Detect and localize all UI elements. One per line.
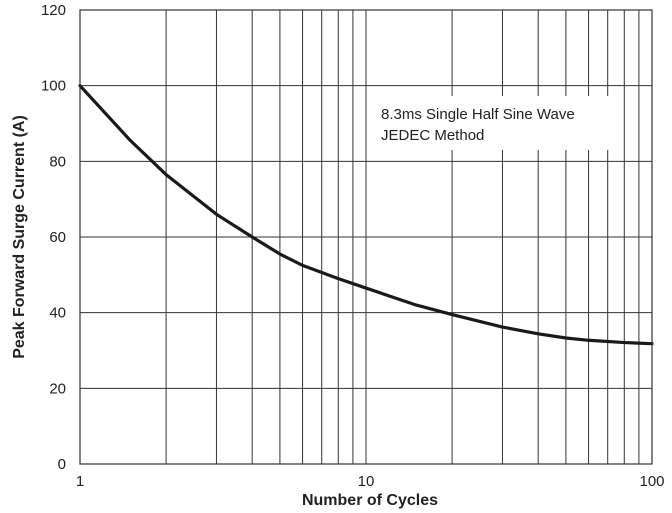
annotation: 8.3ms Single Half Sine Wave JEDEC Method bbox=[381, 106, 575, 144]
series-curve bbox=[78, 84, 654, 346]
x-tick-label-1: 1 bbox=[76, 473, 84, 490]
y-tick-label-40: 40 bbox=[49, 305, 66, 322]
series-line-0 bbox=[78, 84, 654, 346]
y-tick-label-60: 60 bbox=[49, 229, 66, 246]
x-tick-label-10: 10 bbox=[358, 473, 375, 490]
annotation-line-2: JEDEC Method bbox=[381, 127, 484, 144]
plot-border bbox=[79, 9, 653, 465]
y-tick-label-20: 20 bbox=[49, 380, 66, 397]
y-tick-label-100: 100 bbox=[41, 78, 66, 95]
annotation-line-1: 8.3ms Single Half Sine Wave bbox=[381, 106, 575, 123]
y-tick-label-80: 80 bbox=[49, 153, 66, 170]
plot-frame bbox=[79, 9, 653, 465]
grid bbox=[79, 9, 653, 465]
annotation-background bbox=[370, 96, 616, 150]
y-tick-labels: 0 20 40 60 80 100 120 bbox=[41, 2, 66, 473]
x-axis-title: Number of Cycles bbox=[302, 492, 438, 509]
y-tick-label-0: 0 bbox=[58, 456, 66, 473]
y-axis-title: Peak Forward Surge Current (A) bbox=[11, 115, 28, 359]
x-tick-label-100: 100 bbox=[639, 473, 664, 490]
x-tick-labels: 1 10 100 bbox=[76, 473, 665, 490]
y-tick-label-120: 120 bbox=[41, 2, 66, 19]
